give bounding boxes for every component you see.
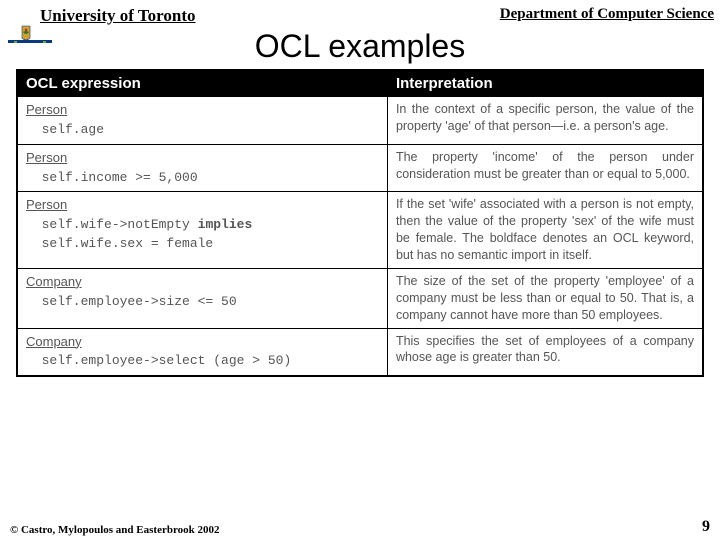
ocl-context: Company [26, 333, 82, 352]
ocl-expression-cell: Person self.income >= 5,000 [17, 144, 387, 192]
ocl-expression-cell: Person self.age [17, 97, 387, 145]
ocl-code: self.employee->size <= 50 [26, 293, 379, 312]
page-number: 9 [702, 518, 710, 536]
ocl-code: self.employee->select (age > 50) [26, 352, 379, 371]
interpretation-cell: The size of the set of the property 'emp… [387, 268, 703, 328]
copyright-text: © Castro, Mylopoulos and Easterbrook 200… [10, 524, 220, 536]
page-title: OCL examples [0, 28, 720, 65]
ocl-expression-cell: Person self.wife->notEmpty implies self.… [17, 192, 387, 269]
ocl-examples-table: OCL expression Interpretation Person sel… [16, 69, 704, 377]
interpretation-cell: In the context of a specific person, the… [387, 97, 703, 145]
table-row: Person self.wife->notEmpty implies self.… [17, 192, 703, 269]
ocl-context: Company [26, 273, 82, 292]
interpretation-cell: The property 'income' of the person unde… [387, 144, 703, 192]
ocl-context: Person [26, 101, 67, 120]
ocl-code: self.income >= 5,000 [26, 169, 379, 188]
interpretation-cell: If the set 'wife' associated with a pers… [387, 192, 703, 269]
ocl-code: self.age [26, 121, 379, 140]
university-crest-icon [8, 24, 52, 50]
table-row: Person self.ageIn the context of a speci… [17, 97, 703, 145]
table-row: Company self.employee->size <= 50The siz… [17, 268, 703, 328]
col-header-interpretation: Interpretation [387, 70, 703, 97]
university-name: University of Toronto [40, 6, 196, 26]
ocl-expression-cell: Company self.employee->select (age > 50) [17, 328, 387, 376]
ocl-expression-cell: Company self.employee->size <= 50 [17, 268, 387, 328]
col-header-expression: OCL expression [17, 70, 387, 97]
department-name: Department of Computer Science [500, 6, 714, 23]
interpretation-cell: This specifies the set of employees of a… [387, 328, 703, 376]
table-row: Person self.income >= 5,000The property … [17, 144, 703, 192]
ocl-code: self.wife->notEmpty implies self.wife.se… [26, 216, 379, 254]
table-row: Company self.employee->select (age > 50)… [17, 328, 703, 376]
ocl-context: Person [26, 149, 67, 168]
ocl-context: Person [26, 196, 67, 215]
